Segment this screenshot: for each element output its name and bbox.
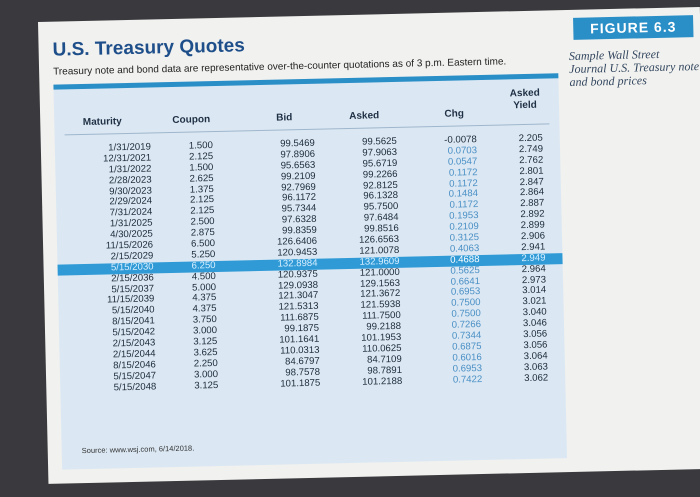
page-title: U.S. Treasury Quotes [52, 35, 246, 61]
header-bid: Bid [276, 112, 293, 124]
header-asked-yield-line2: Yield [513, 99, 537, 112]
table-header: Maturity Coupon Bid Asked Chg Asked Yiel… [53, 73, 559, 129]
header-chg: Chg [444, 108, 465, 120]
header-asked-yield-line1: Asked [509, 87, 540, 100]
header-coupon: Coupon [172, 114, 211, 126]
header-asked: Asked [349, 110, 380, 122]
bid-cell: 101.1875 [280, 377, 321, 390]
header-maturity: Maturity [82, 116, 122, 129]
treasury-quotes-table: Maturity Coupon Bid Asked Chg Asked Yiel… [53, 73, 568, 470]
figure-caption: Sample Wall Street Journal U.S. Treasury… [568, 46, 700, 89]
figure-badge: FIGURE 6.3 [573, 15, 694, 40]
yield-cell: 3.062 [524, 372, 549, 384]
chg-cell: 0.7422 [452, 373, 483, 386]
table-body: 1/31/2019 1.500 99.5469 99.5625 -0.0078 2.205… [55, 133, 566, 395]
coupon-cell: 3.125 [194, 379, 219, 392]
textbook-page: U.S. Treasury Quotes Treasury note and b… [38, 6, 700, 484]
maturity-cell: 5/15/2048 [113, 381, 157, 393]
asked-cell: 101.2188 [362, 375, 403, 388]
